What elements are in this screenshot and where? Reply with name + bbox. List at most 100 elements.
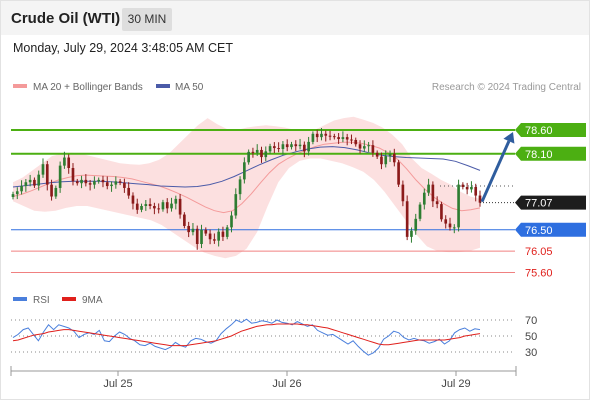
candle <box>50 179 53 201</box>
candle-body <box>452 227 456 229</box>
candle-body <box>448 223 452 228</box>
candle <box>63 151 66 169</box>
candle-body <box>123 182 126 188</box>
candle <box>41 158 45 178</box>
candle <box>24 179 28 192</box>
candle <box>294 140 298 152</box>
ma50-line <box>12 146 481 188</box>
candle <box>165 198 169 214</box>
rsi-ma-line <box>12 323 481 347</box>
candle-body <box>285 144 289 148</box>
candle-body <box>110 184 113 187</box>
candle-body <box>281 144 285 149</box>
candle <box>362 140 366 152</box>
candle-body <box>28 179 32 183</box>
candle-body <box>273 146 276 149</box>
candle <box>384 150 388 168</box>
candle <box>268 143 272 154</box>
candle <box>341 131 345 143</box>
candle-body <box>337 137 340 140</box>
candle <box>153 202 156 215</box>
candle-body <box>80 179 83 184</box>
candle <box>401 180 405 207</box>
candle-body <box>67 157 71 168</box>
candle <box>217 228 220 247</box>
candle <box>298 138 302 150</box>
candle <box>28 174 32 187</box>
candle-body <box>243 162 246 180</box>
candle-body <box>131 195 135 204</box>
candle-body <box>204 229 208 234</box>
candle-body <box>191 228 195 233</box>
candle <box>45 160 49 191</box>
candle-body <box>97 179 101 182</box>
target-arrow-head <box>503 132 515 144</box>
candle-body <box>15 191 19 195</box>
candle <box>461 182 465 190</box>
candle <box>380 152 383 170</box>
timeframe-badge[interactable]: 30 MIN <box>122 8 172 31</box>
candle <box>422 188 426 210</box>
candle <box>234 188 238 219</box>
ma50-legend-label: MA 50 <box>175 82 204 93</box>
candle <box>187 221 190 238</box>
datetime-label: Monday, July 29, 2024 3:48:05 AM CET <box>13 41 234 55</box>
candle <box>333 133 336 140</box>
candle <box>88 179 92 191</box>
candle-body <box>230 215 233 228</box>
candle-body <box>465 187 469 190</box>
candle-body <box>371 145 375 153</box>
candle-body <box>165 202 169 209</box>
candle-body <box>63 157 66 166</box>
candle-body <box>161 202 165 210</box>
candle <box>478 190 482 207</box>
target-arrow-shaft <box>480 140 511 203</box>
candle <box>251 147 255 158</box>
level-label-1: 78.10 <box>525 149 553 161</box>
candle-body <box>93 181 96 185</box>
candle <box>397 159 400 187</box>
candle-body <box>418 204 422 219</box>
candle <box>255 144 259 157</box>
candle-body <box>333 136 336 138</box>
candle <box>238 176 242 200</box>
candle-body <box>118 181 122 183</box>
candle <box>71 163 75 186</box>
candle <box>225 225 229 240</box>
candle-body <box>410 230 413 237</box>
candle-body <box>384 156 388 165</box>
candle <box>388 150 392 162</box>
level-label-4: 75.60 <box>525 268 553 280</box>
candle <box>358 140 362 154</box>
candle <box>195 225 199 250</box>
candle <box>105 176 109 190</box>
candle-body <box>392 153 396 163</box>
candle <box>457 179 460 232</box>
candlesticks <box>11 128 482 250</box>
rsi-legend-label: RSI <box>33 295 50 306</box>
level-tag-2 <box>515 222 586 237</box>
candle-body <box>58 165 62 188</box>
candle <box>281 141 285 155</box>
candle-body <box>427 184 430 193</box>
candle-body <box>157 208 160 210</box>
candle-body <box>11 194 15 197</box>
candle-body <box>153 206 156 209</box>
candle-body <box>41 164 45 175</box>
rsi-ma-legend-swatch <box>62 297 76 301</box>
candle-body <box>183 214 186 226</box>
candle <box>80 175 83 189</box>
watermark: Research © 2024 Trading Central <box>432 82 581 93</box>
candle <box>273 142 276 153</box>
candle <box>114 176 118 189</box>
candle-body <box>431 184 435 202</box>
candle-body <box>298 144 302 147</box>
candle-body <box>315 133 319 138</box>
candle <box>307 136 310 156</box>
candle-body <box>221 231 225 237</box>
level-label-3: 76.05 <box>525 246 553 258</box>
candle <box>328 130 332 141</box>
level-tag-0 <box>515 123 586 137</box>
candle <box>148 198 152 210</box>
